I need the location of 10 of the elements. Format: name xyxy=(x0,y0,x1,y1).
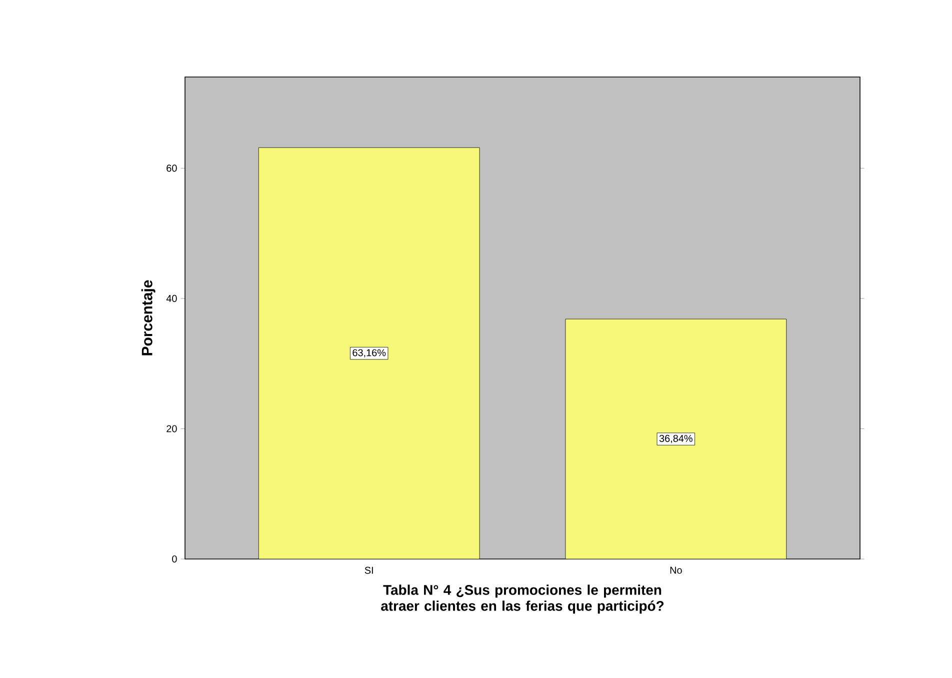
x-axis-title: Tabla N° 4 ¿Sus promociones le permiten atraer clientes en las ferias que participó? xyxy=(381,584,664,614)
y-tick-label: 40 xyxy=(166,294,177,302)
y-axis-title: Porcentaje xyxy=(141,280,156,356)
y-tick-label: 60 xyxy=(166,164,177,172)
y-tick-label: 0 xyxy=(172,555,177,563)
y-tick-label: 20 xyxy=(166,425,177,432)
x-tick-label: No xyxy=(670,566,682,574)
data-label: 36,84% xyxy=(659,434,692,444)
data-label: 63,16% xyxy=(352,349,386,358)
x-tick-label: SI xyxy=(364,566,373,574)
